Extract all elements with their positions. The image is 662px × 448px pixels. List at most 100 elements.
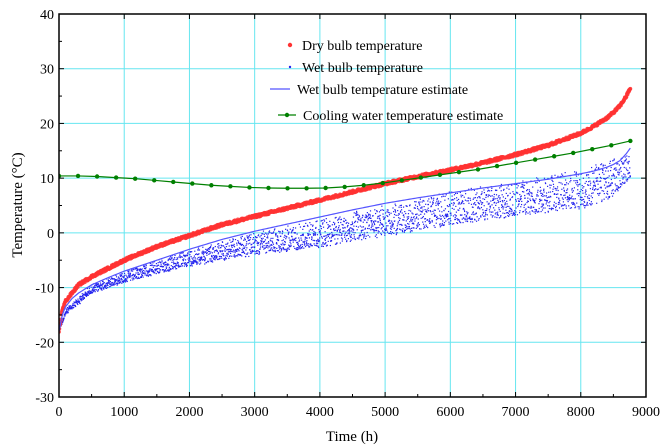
wet-bulb-point [483,189,485,191]
wet-bulb-point [400,223,402,226]
wet-bulb-point [245,253,247,255]
wet-bulb-point [574,198,576,200]
wet-bulb-point [615,169,617,171]
wet-bulb-point [385,227,387,229]
wet-bulb-point [286,230,289,232]
wet-bulb-point [100,288,102,291]
wet-bulb-point [263,241,265,243]
wet-bulb-point [503,199,505,202]
wet-bulb-point [545,203,547,205]
wet-bulb-point [227,253,229,255]
wet-bulb-point [246,241,248,243]
wet-bulb-point [412,213,414,215]
wet-bulb-point [94,291,96,293]
wet-bulb-point [181,263,183,265]
wet-bulb-point [139,268,141,270]
wet-bulb-point [278,246,280,248]
wet-bulb-point [172,259,174,261]
wet-bulb-point [425,203,427,205]
wet-bulb-point [163,271,165,273]
wet-bulb-point [284,234,286,236]
x-axis-title: Time (h) [326,429,378,445]
wet-bulb-point [257,250,259,252]
wet-bulb-point [625,167,627,169]
wet-bulb-point [516,214,519,216]
wet-bulb-point [292,227,295,229]
wet-bulb-point [484,215,486,217]
wet-bulb-point [320,225,322,228]
wet-bulb-point [271,232,273,234]
wet-bulb-point [147,274,149,276]
wet-bulb-point [296,241,298,243]
x-tick-label: 0 [56,405,63,420]
wet-bulb-point [379,221,382,224]
wet-bulb-point [423,213,426,215]
wet-bulb-point [269,249,272,252]
wet-bulb-point [615,185,617,187]
wet-bulb-point [382,225,385,227]
wet-bulb-point [486,208,488,210]
wet-bulb-point [148,270,150,272]
wet-bulb-point [89,290,92,293]
wet-bulb-point [292,229,294,231]
wet-bulb-point [466,220,469,223]
wet-bulb-point [76,303,78,305]
wet-bulb-estimate-line [59,147,631,332]
wet-bulb-point [269,239,271,241]
wet-bulb-point [476,192,478,194]
wet-bulb-point [464,210,466,213]
wet-bulb-point [326,236,328,238]
wet-bulb-point [288,231,290,233]
wet-bulb-point [141,268,143,270]
wet-bulb-point [451,207,453,209]
wet-bulb-point [473,189,475,191]
wet-bulb-point [197,262,199,264]
wet-bulb-point [221,250,223,253]
wet-bulb-point [292,229,294,232]
wet-bulb-point [430,197,432,199]
wet-bulb-point [203,251,205,253]
wet-bulb-point [427,207,429,209]
wet-bulb-point [382,216,384,218]
wet-bulb-point [270,248,272,250]
wet-bulb-point [589,184,591,186]
wet-bulb-point [233,245,235,247]
wet-bulb-point [623,166,625,169]
wet-bulb-point [590,201,593,203]
wet-bulb-point [528,192,530,194]
wet-bulb-point [66,309,68,311]
wet-bulb-point [581,196,583,199]
wet-bulb-point [334,217,336,219]
wet-bulb-point [297,244,300,246]
wet-bulb-point [277,250,279,252]
wet-bulb-point [355,225,358,227]
wet-bulb-point [167,264,169,266]
wet-bulb-point [218,247,220,249]
wet-bulb-point [126,275,128,277]
wet-bulb-point [375,226,377,229]
wet-bulb-point [524,203,527,205]
wet-bulb-point [385,222,387,224]
wet-bulb-point [370,229,372,231]
wet-bulb-point [238,241,240,243]
wet-bulb-point [355,220,357,222]
wet-bulb-point [628,172,631,174]
wet-bulb-point [587,197,589,199]
wet-bulb-point [573,171,576,173]
wet-bulb-point [493,198,495,200]
wet-bulb-point [515,207,517,209]
wet-bulb-point [268,231,270,233]
wet-bulb-point [207,248,209,250]
wet-bulb-point [549,187,551,189]
wet-bulb-point [245,255,247,258]
wet-bulb-point [408,209,410,212]
wet-bulb-point [249,237,252,239]
wet-bulb-point [333,228,335,231]
wet-bulb-point [517,192,519,194]
wet-bulb-point [481,214,484,216]
wet-bulb-point [517,185,519,187]
wet-bulb-point [478,217,480,220]
wet-bulb-point [196,261,198,263]
wet-bulb-point [95,289,97,291]
wet-bulb-point [376,217,379,219]
